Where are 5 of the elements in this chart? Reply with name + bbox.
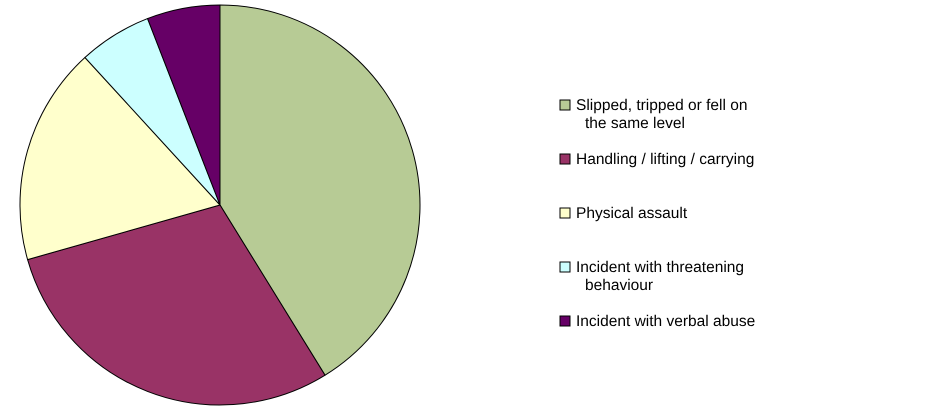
legend-label: Incident with threatening behaviour xyxy=(576,259,744,294)
legend-label: Slipped, tripped or fell on the same level xyxy=(576,97,748,132)
legend-label: Incident with verbal abuse xyxy=(576,313,756,330)
legend-label: Physical assault xyxy=(576,205,688,222)
legend-label: Handling / lifting / carrying xyxy=(576,151,754,168)
